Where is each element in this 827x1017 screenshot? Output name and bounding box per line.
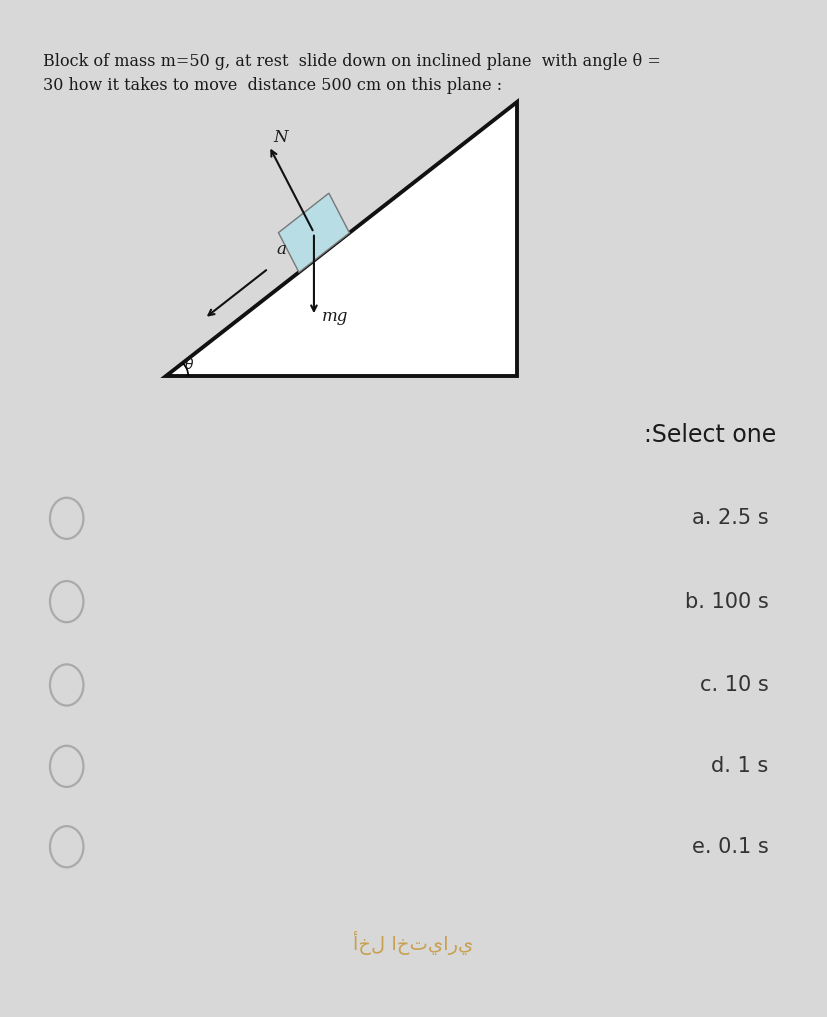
Text: أخل اختياري: أخل اختياري — [353, 931, 474, 955]
Text: Block of mass m=50 g, at rest  slide down on inclined plane  with angle θ =: Block of mass m=50 g, at rest slide down… — [43, 53, 661, 69]
Text: e. 0.1 s: e. 0.1 s — [691, 837, 768, 856]
Text: b. 100 s: b. 100 s — [685, 592, 768, 611]
Polygon shape — [279, 193, 350, 273]
Text: N: N — [273, 129, 288, 146]
Text: mg: mg — [322, 308, 348, 325]
Text: 30 how it takes to move  distance 500 cm on this plane :: 30 how it takes to move distance 500 cm … — [43, 77, 502, 95]
Text: d. 1 s: d. 1 s — [711, 757, 768, 776]
Text: a. 2.5 s: a. 2.5 s — [691, 508, 768, 528]
Text: $\theta$: $\theta$ — [184, 357, 194, 372]
Text: a: a — [276, 241, 286, 257]
Polygon shape — [166, 102, 517, 376]
Text: :Select one: :Select one — [644, 423, 777, 446]
Text: c. 10 s: c. 10 s — [700, 675, 768, 695]
